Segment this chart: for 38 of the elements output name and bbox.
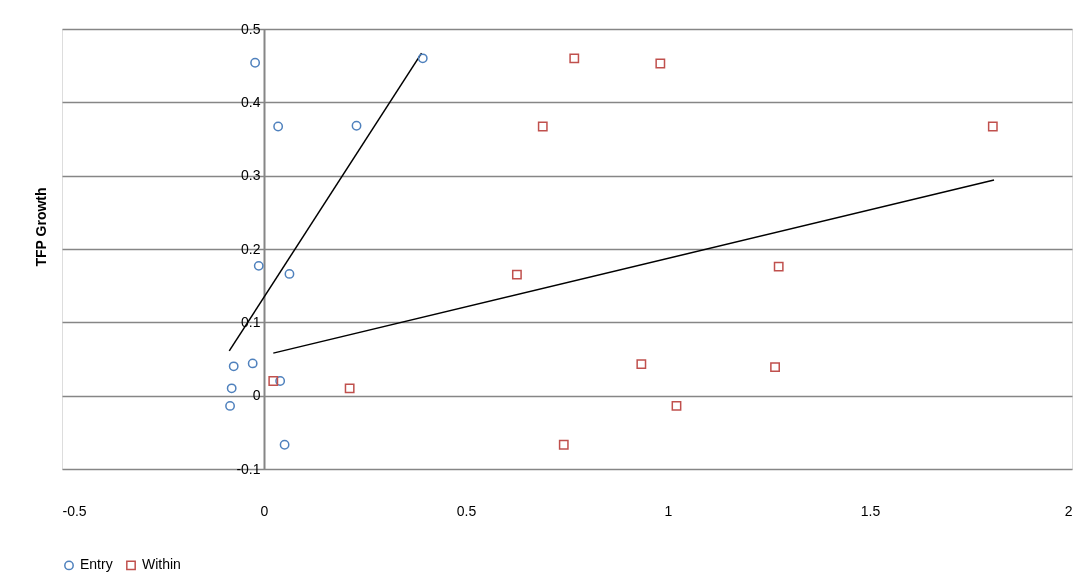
point	[250, 57, 261, 68]
y-tick-label: 0.3	[241, 167, 261, 184]
point	[569, 53, 580, 64]
x-tick-label: 1	[664, 502, 673, 519]
point	[225, 401, 235, 411]
point	[351, 120, 362, 131]
y-tick-label: 0	[252, 387, 261, 404]
y-tick-label: 0.4	[241, 93, 261, 110]
x-tick-label: 0.5	[456, 502, 477, 519]
point	[247, 358, 258, 369]
point	[284, 269, 295, 279]
point	[671, 401, 682, 411]
point	[226, 383, 237, 394]
point	[511, 269, 522, 280]
x-tick-label: 1.5	[860, 502, 881, 519]
y-tick-label: -0.1	[236, 460, 261, 477]
point	[279, 439, 290, 450]
y-tick-label: 0.2	[241, 240, 261, 257]
point	[537, 121, 548, 132]
y-axis-title: TFP Growth	[33, 187, 49, 267]
point	[636, 359, 647, 370]
point	[275, 376, 286, 386]
point	[987, 121, 998, 132]
y-tick-label: 0.5	[241, 20, 261, 37]
point	[558, 439, 569, 450]
point	[417, 53, 428, 64]
point	[655, 58, 666, 69]
legend-label: Within	[142, 556, 181, 573]
point	[253, 260, 264, 271]
point	[770, 362, 780, 372]
point	[228, 361, 239, 372]
point	[773, 261, 784, 272]
point	[268, 376, 279, 386]
x-tick-label: 2	[1064, 502, 1073, 519]
x-tick-label: -0.5	[62, 502, 87, 519]
point	[273, 121, 284, 132]
point	[344, 383, 355, 394]
legend-label: Entry	[80, 556, 113, 573]
